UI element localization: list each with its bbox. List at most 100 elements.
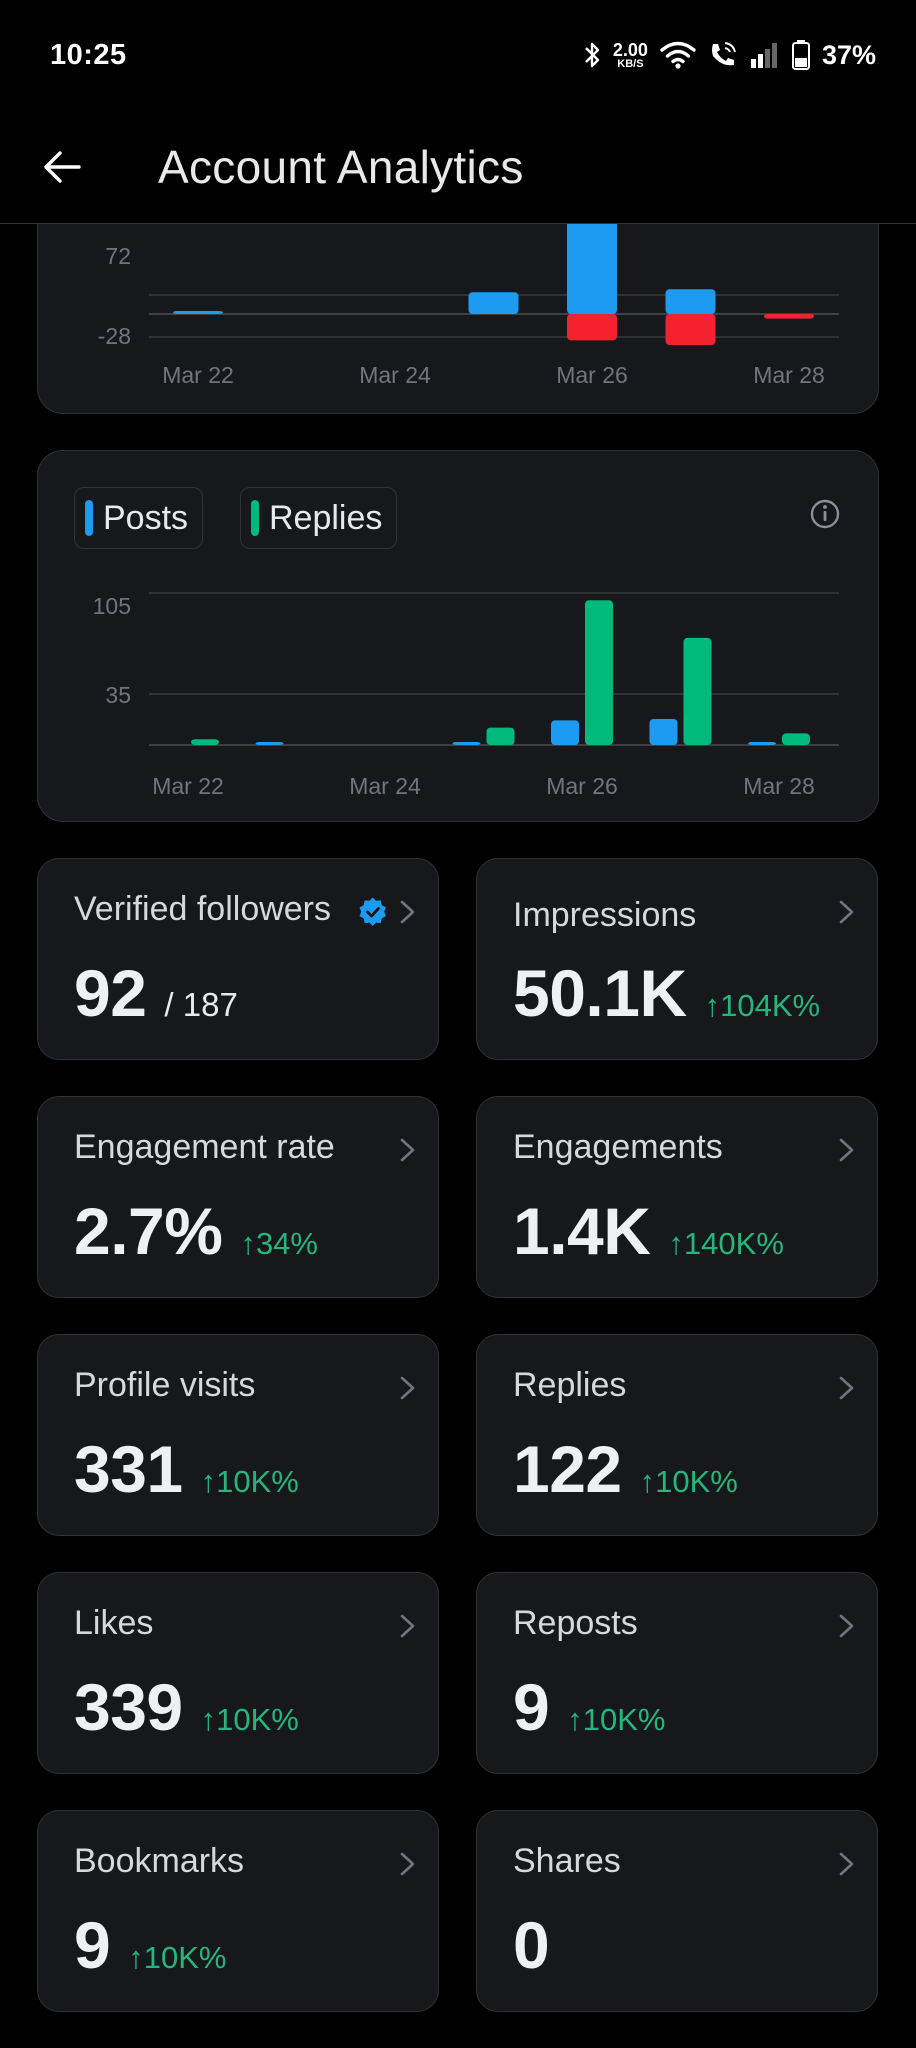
stat-card-replies[interactable]: Replies 122 ↑10K% <box>476 1334 878 1536</box>
page-title: Account Analytics <box>158 140 524 193</box>
stat-row: 339 ↑10K% <box>74 1669 299 1745</box>
legend-swatch <box>85 500 93 536</box>
stat-card-impressions[interactable]: Impressions 50.1K ↑104K% <box>476 858 878 1060</box>
stat-delta: ↑10K% <box>639 1464 738 1499</box>
chevron-right-icon <box>400 1376 415 1400</box>
x-tick-label: Mar 22 <box>162 362 234 388</box>
stat-delta: ↑10K% <box>567 1702 666 1737</box>
chevron-right-icon <box>839 900 854 924</box>
x-tick-label: Mar 22 <box>152 773 224 799</box>
stat-card-shares[interactable]: Shares 0 <box>476 1810 878 2012</box>
stat-label: Impressions <box>513 896 697 934</box>
bar-replies <box>683 637 712 745</box>
stat-row: 0 <box>513 1907 567 1983</box>
stat-delta: ↑140K% <box>668 1226 784 1261</box>
bar-positive <box>665 289 716 314</box>
stat-value: 9 <box>513 1670 550 1744</box>
bar-replies <box>191 739 219 745</box>
back-button[interactable] <box>38 142 88 192</box>
stat-label: Engagements <box>513 1128 723 1166</box>
stat-delta: ↑10K% <box>200 1464 299 1499</box>
bar-posts <box>649 718 678 745</box>
verified-badge-icon <box>359 897 387 926</box>
wifi-calling-icon <box>711 42 736 66</box>
x-tick-label: Mar 26 <box>546 773 618 799</box>
chevron-right-icon <box>839 1614 854 1638</box>
arrow-left-icon <box>44 151 81 183</box>
stat-value: 2.7% <box>74 1194 223 1268</box>
bar-positive <box>173 311 223 314</box>
bar-positive <box>468 292 519 314</box>
status-bar: 10:25 2.00 KB/S <box>0 0 916 110</box>
stat-value: 122 <box>513 1432 622 1506</box>
stat-label: Replies <box>513 1366 627 1404</box>
chevron-right-icon <box>839 1852 854 1876</box>
stat-row: 1.4K ↑140K% <box>513 1193 784 1269</box>
stat-label: Shares <box>513 1842 621 1880</box>
bar-posts <box>255 742 284 745</box>
wifi-icon <box>660 41 696 69</box>
bar-replies <box>486 727 515 745</box>
stat-delta: ↑34% <box>240 1226 318 1261</box>
bar-replies <box>782 733 810 745</box>
stat-card-bookmarks[interactable]: Bookmarks 9 ↑10K% <box>37 1810 439 2012</box>
stat-card-likes[interactable]: Likes 339 ↑10K% <box>37 1572 439 1774</box>
stat-value: 92 <box>74 956 147 1030</box>
legend-replies[interactable]: Replies <box>240 487 398 549</box>
y-tick-label: 72 <box>105 243 131 269</box>
net-speed: 2.00 KB/S <box>613 41 648 70</box>
chevron-right-icon <box>400 1138 415 1162</box>
stat-label: Bookmarks <box>74 1842 245 1880</box>
bar-negative <box>567 314 617 341</box>
battery-icon <box>791 40 810 70</box>
stat-delta: ↑10K% <box>200 1702 299 1737</box>
stat-total: / 187 <box>164 986 238 1023</box>
info-icon[interactable] <box>808 497 842 531</box>
bar-posts <box>748 742 776 745</box>
stat-value: 1.4K <box>513 1194 651 1268</box>
stat-row: 9 ↑10K% <box>74 1907 226 1983</box>
stat-card-reposts[interactable]: Reposts 9 ↑10K% <box>476 1572 878 1774</box>
app-header: Account Analytics <box>0 110 916 224</box>
stat-value: 331 <box>74 1432 183 1506</box>
legend-label: Posts <box>103 498 189 537</box>
stat-card-verified-followers[interactable]: Verified followers 92 / 187 <box>37 858 439 1060</box>
chevron-right-icon <box>400 1852 415 1876</box>
status-icons: 2.00 KB/S 37% <box>583 40 876 71</box>
stat-row: 122 ↑10K% <box>513 1431 738 1507</box>
stat-delta: ↑10K% <box>128 1940 227 1975</box>
stat-label: Profile visits <box>74 1366 256 1404</box>
y-tick-label: 35 <box>105 682 131 708</box>
stat-row: 9 ↑10K% <box>513 1669 665 1745</box>
stat-label: Verified followers <box>74 890 332 928</box>
stat-row: 2.7% ↑34% <box>74 1193 318 1269</box>
chevron-right-icon <box>400 1614 415 1638</box>
stat-row: 50.1K ↑104K% <box>513 955 820 1031</box>
stat-delta: ↑104K% <box>704 988 821 1023</box>
posts-replies-chart-card: Posts Replies 105 35 Mar 22 Mar 24 Mar 2… <box>37 450 879 822</box>
x-tick-label: Mar 26 <box>556 362 628 388</box>
legend-posts[interactable]: Posts <box>74 487 204 549</box>
chevron-right-icon <box>400 900 415 924</box>
legend-label: Replies <box>269 498 383 537</box>
stat-value: 0 <box>513 1908 550 1982</box>
x-tick-label: Mar 28 <box>753 362 825 388</box>
bar-negative <box>764 314 814 319</box>
bar-replies <box>585 600 613 745</box>
x-tick-label: Mar 24 <box>349 773 421 799</box>
signal-icon <box>750 43 777 68</box>
net-speed-value: 2.00 <box>612 39 648 60</box>
bluetooth-icon <box>585 42 600 68</box>
stat-card-profile-visits[interactable]: Profile visits 331 ↑10K% <box>37 1334 439 1536</box>
stat-card-engagements[interactable]: Engagements 1.4K ↑140K% <box>476 1096 878 1298</box>
legend-swatch <box>251 500 259 536</box>
stat-label: Engagement rate <box>74 1128 335 1166</box>
battery-percent: 37% <box>821 39 876 70</box>
stat-row: 331 ↑10K% <box>74 1431 299 1507</box>
bar-negative <box>665 314 716 345</box>
stat-label: Reposts <box>513 1604 638 1642</box>
stat-card-engagement-rate[interactable]: Engagement rate 2.7% ↑34% <box>37 1096 439 1298</box>
y-tick-label: -28 <box>98 323 131 349</box>
x-tick-label: Mar 28 <box>743 773 815 799</box>
stat-value: 50.1K <box>513 956 687 1030</box>
